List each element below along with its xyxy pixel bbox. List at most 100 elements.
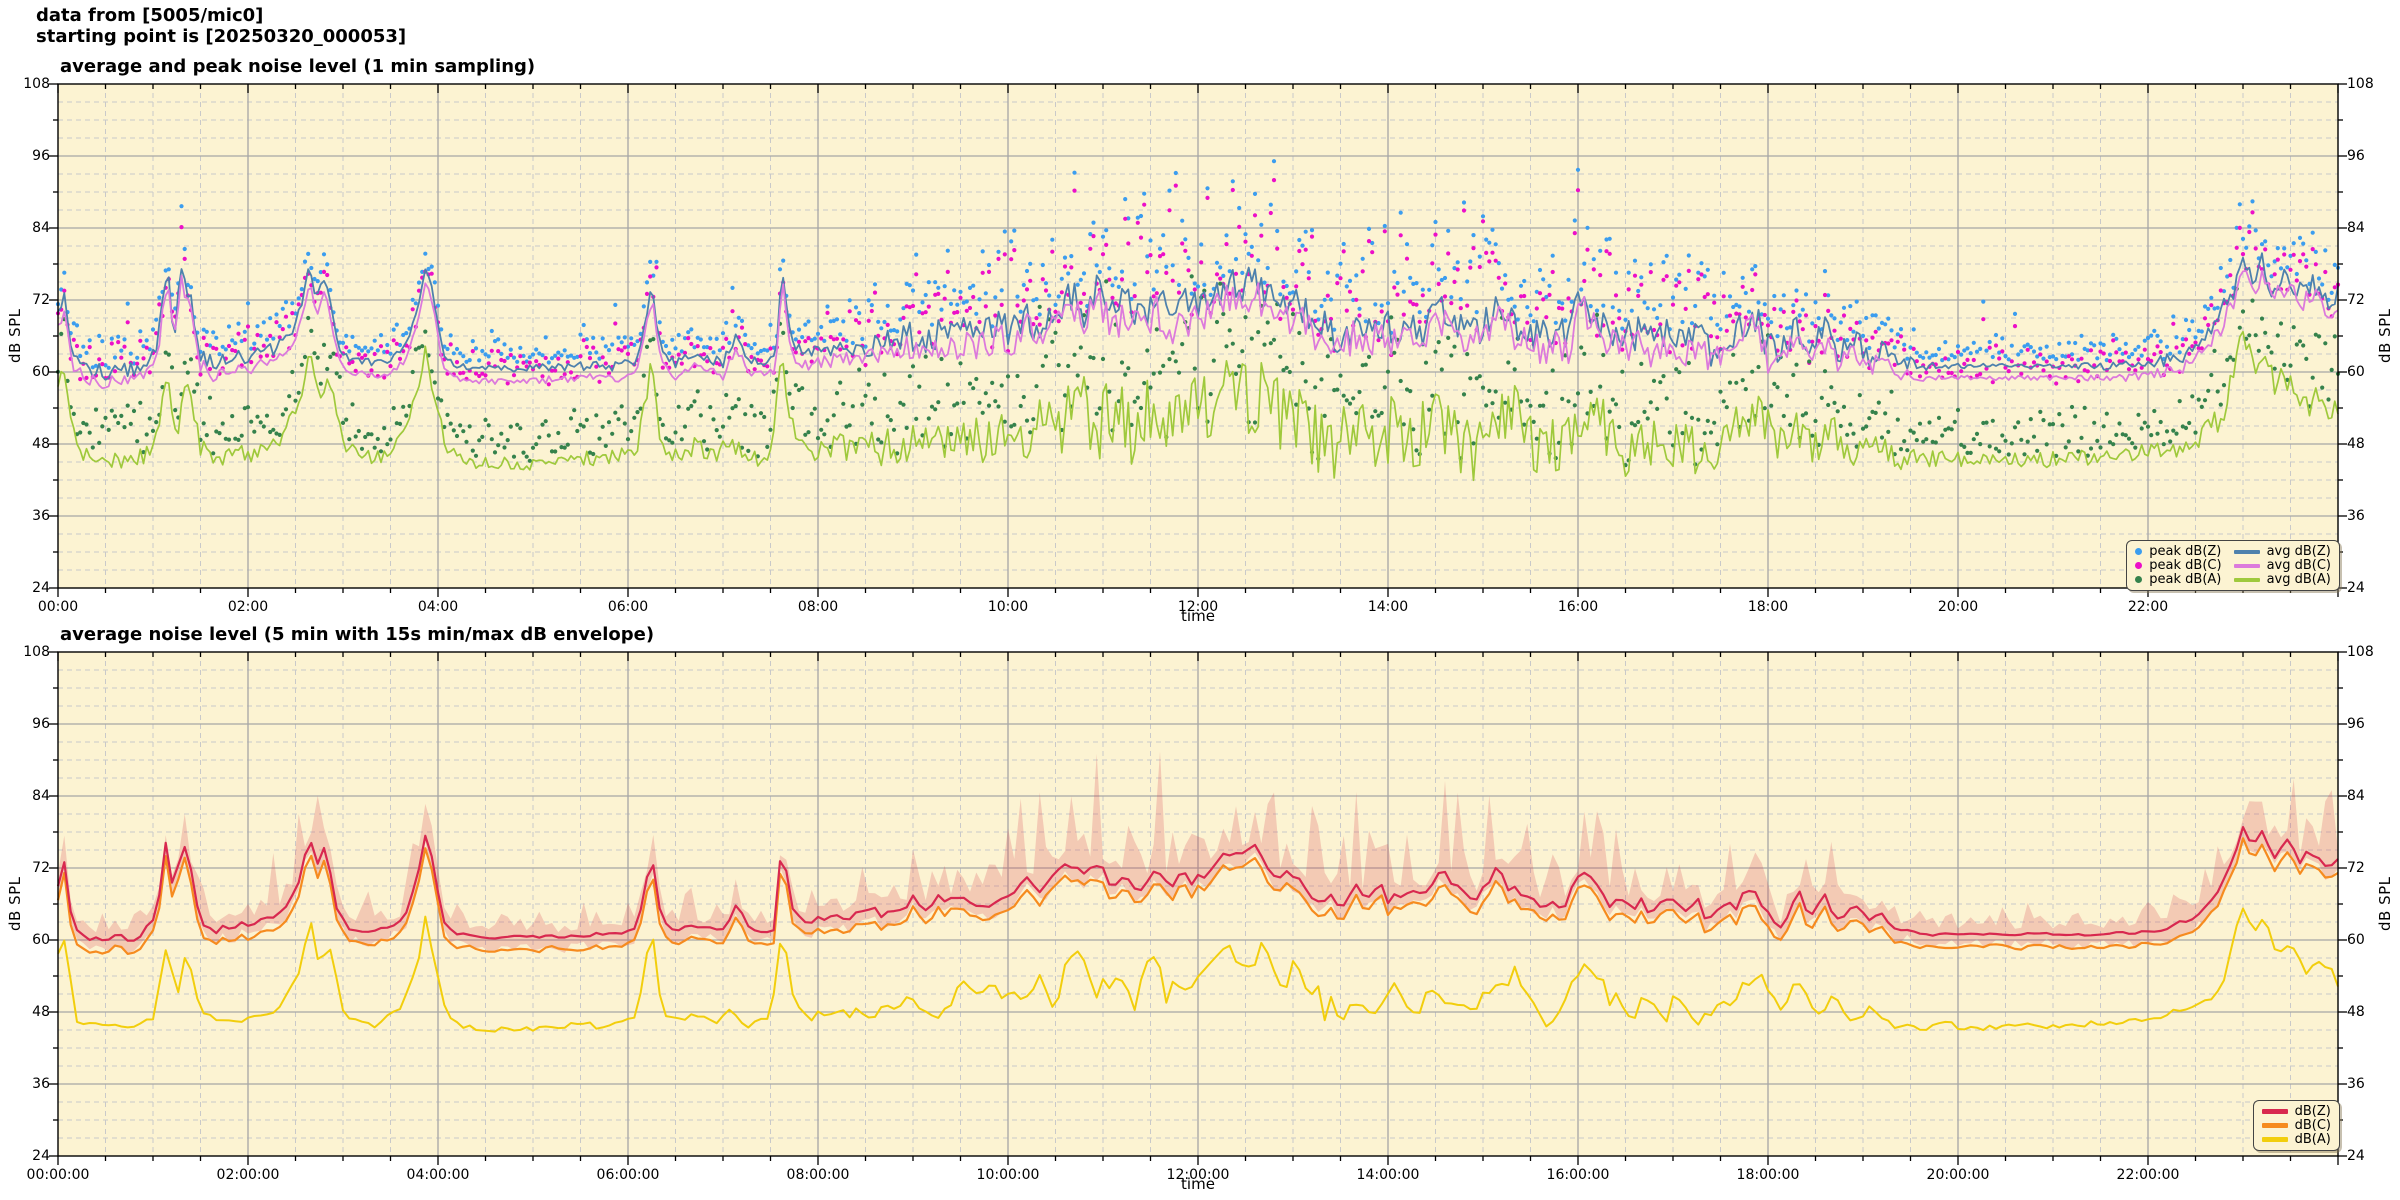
y-tick-label: 96 [2347,148,2365,164]
y-tick-label: 72 [2347,860,2365,876]
y-tick-label: 108 [2347,644,2374,660]
y-tick-label: 72 [32,860,50,876]
y-tick-label: 60 [32,364,50,380]
legend-label: peak dB(A) [2149,572,2222,587]
legend-label: avg dB(A) [2266,572,2331,587]
x-tick-label: 06:00:00 [596,1167,660,1183]
y-tick-label: 36 [2347,508,2365,524]
chart2-ylabel-left: dB SPL [6,876,24,932]
chart1-ylabel-right: dB SPL [2376,308,2394,364]
y-tick-label: 48 [2347,436,2365,452]
x-tick-label: 22:00 [2127,599,2169,615]
y-tick-label: 24 [2347,1148,2365,1164]
x-tick-label: 02:00:00 [216,1167,280,1183]
chart2-legend-column: dB(Z) dB(C) dB(A) [2261,1104,2331,1147]
x-tick-label: 06:00 [607,599,649,615]
y-tick-label: 108 [2347,76,2374,92]
x-tick-label: 08:00 [797,599,839,615]
legend-label: peak dB(Z) [2149,544,2222,559]
peak-dbc-dot-swatch [2135,562,2143,569]
x-tick-label: 18:00:00 [1736,1167,1800,1183]
legend-item-avg-dbc: avg dB(C) [2233,558,2331,573]
y-tick-label: 96 [2347,716,2365,732]
x-tick-label: 04:00:00 [406,1167,470,1183]
avg-dbc-line-swatch [2233,563,2260,568]
legend-item-dbc: dB(C) [2261,1118,2331,1133]
y-tick-label: 24 [2347,580,2365,596]
legend-label: avg dB(C) [2266,558,2331,573]
y-tick-label: 48 [2347,1004,2365,1020]
y-tick-label: 36 [2347,1076,2365,1092]
chart1-legend-avg-column: avg dB(Z) avg dB(C) avg dB(A) [2233,544,2331,587]
legend-item-peak-dbz: peak dB(Z) [2135,545,2221,558]
legend-label: dB(Z) [2294,1104,2331,1119]
peak-dbz-dot-swatch [2135,548,2143,555]
y-tick-label: 48 [32,436,50,452]
header-line-2: starting point is [20250320_000053] [36,26,407,47]
chart1-legend: peak dB(Z) peak dB(C) peak dB(A) avg dB(… [2126,540,2340,591]
legend-label: dB(C) [2294,1118,2331,1133]
x-tick-label: 10:00:00 [976,1167,1040,1183]
y-tick-label: 24 [32,1148,50,1164]
y-tick-label: 108 [23,76,50,92]
y-tick-label: 60 [2347,364,2365,380]
x-tick-label: 12:00:00 [1166,1167,1230,1183]
x-tick-label: 10:00 [987,599,1029,615]
legend-label: peak dB(C) [2149,558,2222,573]
x-tick-label: 02:00 [227,599,269,615]
chart2-xlabel: time [1181,1175,1215,1193]
avg-dbz-line-swatch [2233,549,2260,554]
x-tick-label: 16:00 [1557,599,1599,615]
x-tick-label: 18:00 [1747,599,1789,615]
chart1-ylabel-left: dB SPL [6,308,24,364]
header-line-1: data from [5005/mic0] [36,5,264,26]
chart2-ylabel-right: dB SPL [2376,876,2394,932]
legend-item-dbz: dB(Z) [2261,1104,2331,1119]
legend-item-dba: dB(A) [2261,1132,2331,1147]
y-tick-label: 72 [2347,292,2365,308]
avg-dba-line-swatch [2233,577,2260,582]
y-tick-label: 84 [2347,220,2365,236]
x-tick-label: 14:00:00 [1356,1167,1420,1183]
x-tick-label: 14:00 [1367,599,1409,615]
x-tick-label: 22:00:00 [2116,1167,2180,1183]
legend-label: dB(A) [2294,1132,2331,1147]
y-tick-label: 84 [32,788,50,804]
legend-item-peak-dba: peak dB(A) [2135,573,2221,586]
legend-item-peak-dbc: peak dB(C) [2135,558,2222,573]
y-tick-label: 84 [2347,788,2365,804]
x-tick-label: 08:00:00 [786,1167,850,1183]
chart1-plot-area [49,83,2347,597]
x-tick-label: 20:00:00 [1926,1167,1990,1183]
peak-dba-dot-swatch [2135,576,2143,583]
y-tick-label: 84 [32,220,50,236]
x-tick-label: 12:00 [1177,599,1219,615]
chart2-title: average noise level (5 min with 15s min/… [60,624,655,645]
y-tick-label: 108 [23,644,50,660]
x-tick-label: 00:00 [37,599,79,615]
legend-item-avg-dba: avg dB(A) [2233,572,2331,587]
chart1-xlabel: time [1181,607,1215,625]
y-tick-label: 72 [32,292,50,308]
dbz-line-swatch [2261,1109,2288,1114]
header: data from [5005/mic0] starting point is … [36,5,406,47]
chart2-plot-area [49,651,2347,1165]
legend-item-avg-dbz: avg dB(Z) [2233,544,2331,559]
x-tick-label: 00:00:00 [26,1167,90,1183]
y-tick-label: 48 [32,1004,50,1020]
chart2-legend: dB(Z) dB(C) dB(A) [2252,1100,2340,1151]
y-tick-label: 96 [32,148,50,164]
chart1-legend-peak-column: peak dB(Z) peak dB(C) peak dB(A) [2135,545,2222,586]
dbc-line-swatch [2261,1123,2288,1128]
y-tick-label: 60 [2347,932,2365,948]
y-tick-label: 96 [32,716,50,732]
chart1-title: average and peak noise level (1 min samp… [60,56,536,77]
y-tick-label: 36 [32,1076,50,1092]
x-tick-label: 20:00 [1937,599,1979,615]
x-tick-label: 04:00 [417,599,459,615]
legend-label: avg dB(Z) [2266,544,2331,559]
x-tick-label: 16:00:00 [1546,1167,1610,1183]
y-tick-label: 60 [32,932,50,948]
dba-line-swatch [2261,1137,2288,1142]
